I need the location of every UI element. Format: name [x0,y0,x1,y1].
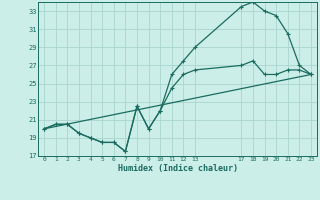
X-axis label: Humidex (Indice chaleur): Humidex (Indice chaleur) [118,164,238,173]
